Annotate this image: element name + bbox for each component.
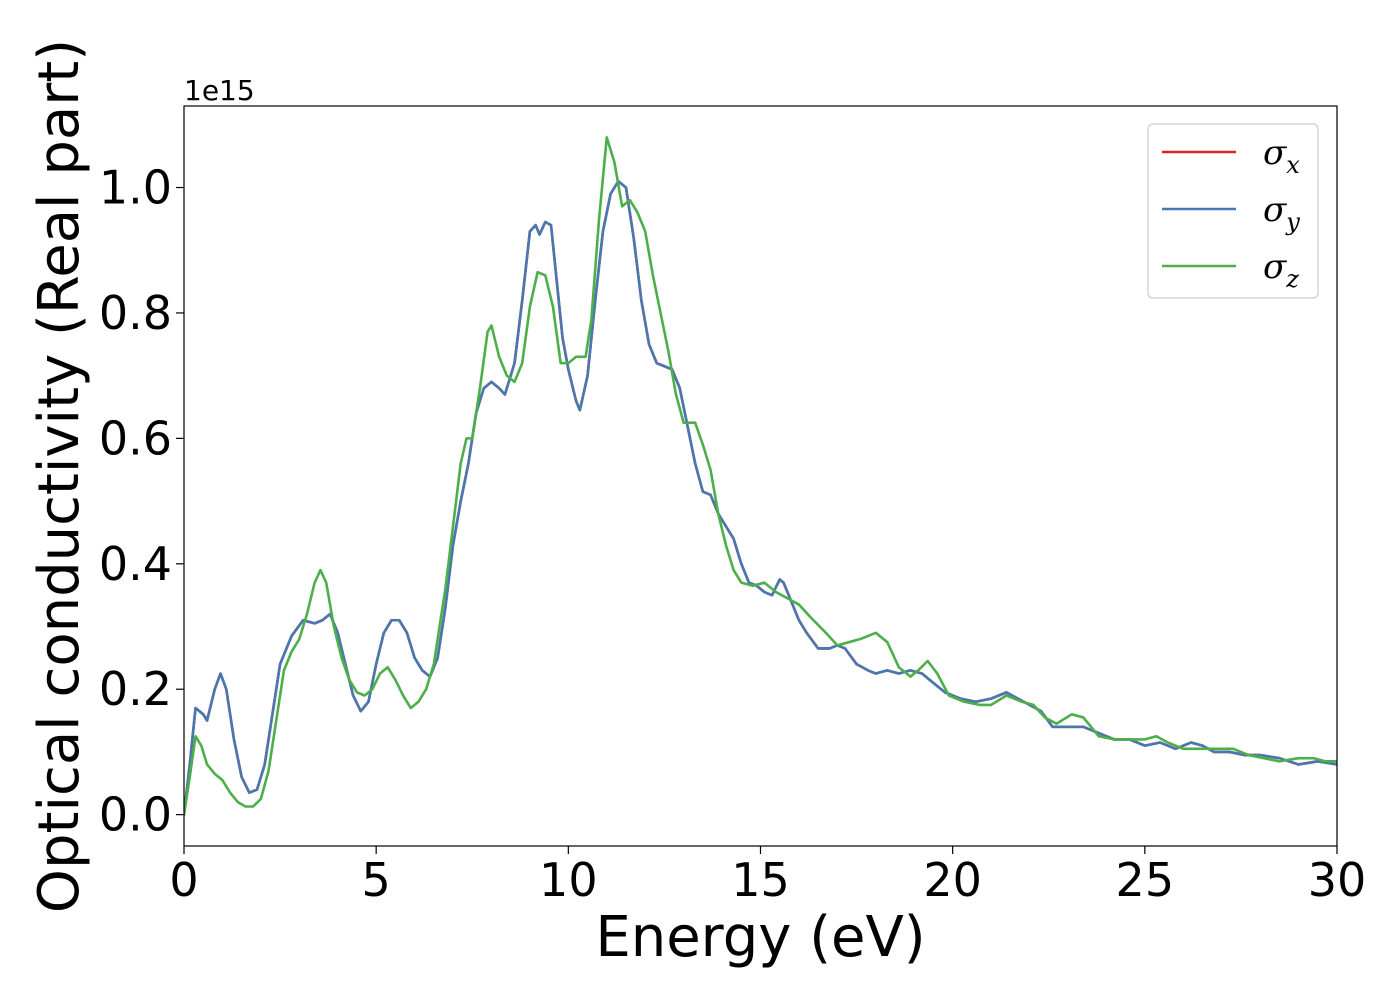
- y-axis-title: Optical conductivity (Real part): [27, 39, 92, 913]
- y-offset-label: 1e15: [184, 74, 255, 107]
- legend-label-z: σz: [1263, 247, 1299, 293]
- y-tick-label: 0.0: [99, 788, 172, 842]
- x-tick-label: 20: [923, 853, 982, 907]
- legend-label-x: σx: [1263, 133, 1300, 179]
- y-tick-label: 1.0: [99, 161, 172, 215]
- series-layer: [184, 136, 1337, 816]
- y-tick-label: 0.4: [99, 537, 172, 591]
- x-tick-label: 10: [539, 853, 598, 907]
- legend-label-y: σy: [1263, 190, 1300, 236]
- y-axis-ticks: 0.0 0.2 0.4 0.6 0.8 1.0: [99, 161, 184, 842]
- x-tick-label: 30: [1308, 853, 1367, 907]
- y-tick-label: 0.8: [99, 286, 172, 340]
- x-tick-label: 25: [1116, 853, 1175, 907]
- x-tick-label: 15: [731, 853, 790, 907]
- series-line-z: [184, 136, 1337, 816]
- x-tick-label: 0: [169, 853, 198, 907]
- x-axis-ticks: 0 5 10 15 20 25 30: [169, 846, 1366, 907]
- y-tick-label: 0.2: [99, 662, 172, 716]
- legend: σx σy σz: [1147, 123, 1319, 299]
- y-tick-label: 0.6: [99, 411, 172, 465]
- legend-box: [1147, 123, 1319, 299]
- x-axis-title: Energy (eV): [595, 905, 925, 970]
- x-tick-label: 5: [362, 853, 391, 907]
